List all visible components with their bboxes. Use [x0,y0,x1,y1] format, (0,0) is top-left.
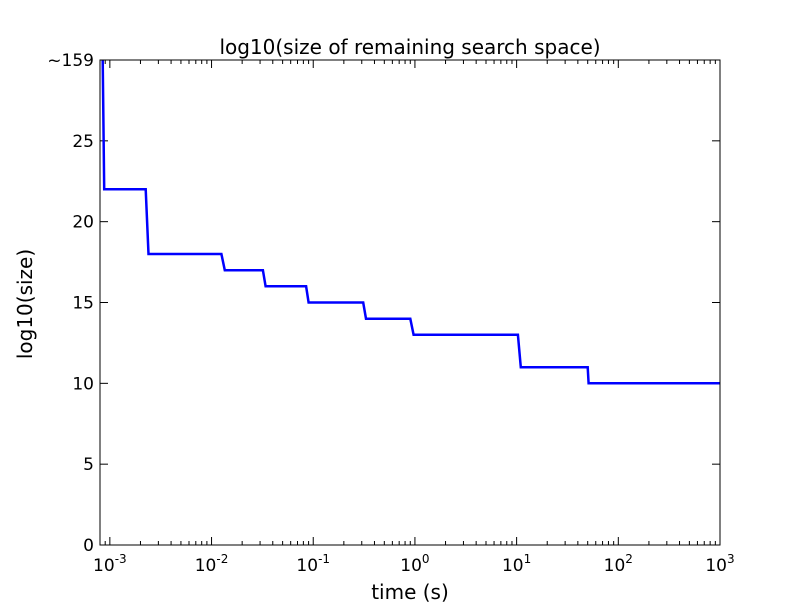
series-layer [101,59,720,385]
x-tick-label: 100 [400,552,429,576]
x-axis-label: time (s) [371,580,449,604]
chart-title: log10(size of remaining search space) [219,35,600,59]
plot-frame [99,59,721,546]
y-tick-label: 10 [72,374,94,394]
x-tick-label: 10-2 [195,552,229,576]
y-tick-label: ~159 [47,51,94,71]
x-tick-label: 102 [604,552,633,576]
y-axis-title: log10(size) [13,249,37,359]
y-axis-label: log10(size) [13,249,37,359]
x-tick-label: 10-1 [296,552,330,576]
y-tick-label: 5 [83,455,94,475]
x-tick-label: 103 [705,552,734,576]
y-tick-label: 0 [83,536,94,556]
x-tick-label: 101 [502,552,531,576]
series-line [101,59,720,385]
y-tick-label: 15 [72,294,94,314]
x-tick-label: 10-3 [93,552,127,576]
y-tick-label: 20 [72,213,94,233]
y-tick-label: 25 [72,132,94,152]
axis-ticks: 0 5 10 15 20 25 ~159 10-3 10-2 10-1 100 101 102 103 [47,51,734,576]
